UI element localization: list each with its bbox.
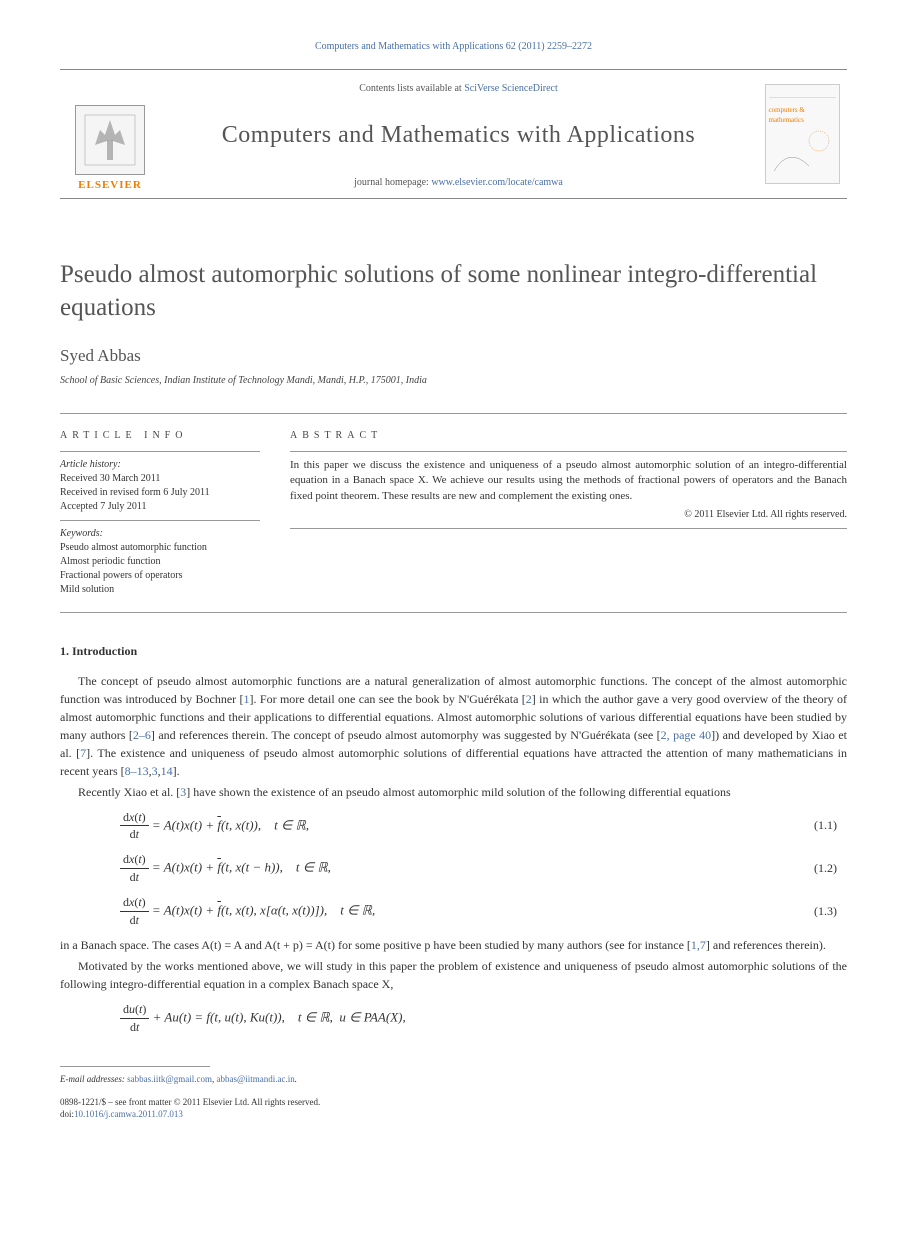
cover-art-icon	[769, 126, 834, 176]
keyword: Fractional powers of operators	[60, 569, 260, 583]
masthead: ELSEVIER Contents lists available at Sci…	[60, 69, 847, 199]
publisher-block: ELSEVIER	[60, 70, 160, 198]
article-info-column: ARTICLE INFO Article history: Received 3…	[60, 429, 260, 597]
journal-name: Computers and Mathematics with Applicati…	[175, 119, 742, 153]
paragraph: Motivated by the works mentioned above, …	[60, 957, 847, 993]
ref-link[interactable]: 2–6	[133, 728, 151, 742]
text: ] and references therein. The concept of…	[151, 728, 661, 742]
accepted-date: Accepted 7 July 2011	[60, 500, 260, 514]
equation-1-1: dx(t)dt = A(t)x(t) + f(t, x(t)), t ∈ ℝ, …	[120, 809, 847, 844]
keyword: Mild solution	[60, 583, 260, 597]
equation-1-2: dx(t)dt = A(t)x(t) + f(t, x(t − h)), t ∈…	[120, 851, 847, 886]
cover-title: computers & mathematics	[769, 106, 836, 126]
paragraph: Recently Xiao et al. [3] have shown the …	[60, 783, 847, 801]
author-name: Syed Abbas	[60, 344, 847, 368]
homepage-prefix: journal homepage:	[354, 177, 431, 188]
abstract-text: In this paper we discuss the existence a…	[290, 458, 847, 504]
text: ].	[173, 764, 180, 778]
cover-thumbnail: computers & mathematics	[765, 84, 840, 184]
ref-link[interactable]: 1,7	[691, 938, 706, 952]
elsevier-tree-icon	[75, 105, 145, 175]
abstract-copyright: © 2011 Elsevier Ltd. All rights reserved…	[290, 508, 847, 522]
footer-copyright: 0898-1221/$ – see front matter © 2011 El…	[60, 1096, 847, 1109]
contents-prefix: Contents lists available at	[359, 83, 464, 94]
article-info-heading: ARTICLE INFO	[60, 429, 260, 443]
article-title: Pseudo almost automorphic solutions of s…	[60, 259, 847, 324]
text: ] and references therein).	[706, 938, 826, 952]
text: .	[295, 1074, 297, 1084]
history-label: Article history:	[60, 458, 260, 472]
cover-thumbnail-wrap: computers & mathematics	[757, 70, 847, 198]
divider	[60, 413, 847, 414]
contents-available: Contents lists available at SciVerse Sci…	[175, 82, 742, 96]
ref-link[interactable]: 14	[161, 764, 173, 778]
footer-doi: doi:10.1016/j.camwa.2011.07.013	[60, 1108, 847, 1121]
divider	[290, 528, 847, 529]
keyword: Almost periodic function	[60, 555, 260, 569]
homepage-line: journal homepage: www.elsevier.com/locat…	[175, 176, 742, 190]
equation-number: (1.3)	[814, 903, 847, 920]
publisher-name: ELSEVIER	[78, 178, 142, 193]
section-heading-intro: 1. Introduction	[60, 643, 847, 660]
footnote-rule	[60, 1066, 210, 1067]
email-label: E-mail addresses:	[60, 1074, 127, 1084]
paragraph: The concept of pseudo almost automorphic…	[60, 672, 847, 780]
sciencedirect-link[interactable]: SciVerse ScienceDirect	[464, 83, 558, 94]
author-affiliation: School of Basic Sciences, Indian Institu…	[60, 374, 847, 388]
keyword: Pseudo almost automorphic function	[60, 541, 260, 555]
email-link[interactable]: abbas@iitmandi.ac.in	[216, 1074, 294, 1084]
abstract-column: ABSTRACT In this paper we discuss the ex…	[290, 429, 847, 597]
ref-link[interactable]: 2, page 40	[661, 728, 712, 742]
text: in a Banach space. The cases A(t) = A an…	[60, 938, 691, 952]
citation-header: Computers and Mathematics with Applicati…	[60, 40, 847, 54]
equation-number: (1.1)	[814, 817, 847, 834]
citation-link[interactable]: Computers and Mathematics with Applicati…	[315, 41, 592, 52]
keywords-label: Keywords:	[60, 527, 260, 541]
text: Recently Xiao et al. [	[78, 785, 180, 799]
equation-1-3: dx(t)dt = A(t)x(t) + f(t, x(t), x[α(t, x…	[120, 894, 847, 929]
divider	[60, 612, 847, 613]
abstract-heading: ABSTRACT	[290, 429, 847, 443]
received-date: Received 30 March 2011	[60, 472, 260, 486]
text: ] have shown the existence of an pseudo …	[186, 785, 730, 799]
doi-label: doi:	[60, 1109, 74, 1119]
text: ]. For more detail one can see the book …	[250, 692, 526, 706]
equation-main: du(t)dt + Au(t) = f(t, u(t), Ku(t)), t ∈…	[120, 1001, 847, 1036]
email-line: E-mail addresses: sabbas.iitk@gmail.com,…	[60, 1073, 847, 1086]
ref-link[interactable]: 8–13	[125, 764, 149, 778]
paragraph: in a Banach space. The cases A(t) = A an…	[60, 936, 847, 954]
journal-homepage-link[interactable]: www.elsevier.com/locate/camwa	[431, 177, 563, 188]
revised-date: Received in revised form 6 July 2011	[60, 486, 260, 500]
doi-link[interactable]: 10.1016/j.camwa.2011.07.013	[74, 1109, 183, 1119]
equation-number: (1.2)	[814, 860, 847, 877]
email-link[interactable]: sabbas.iitk@gmail.com	[127, 1074, 212, 1084]
